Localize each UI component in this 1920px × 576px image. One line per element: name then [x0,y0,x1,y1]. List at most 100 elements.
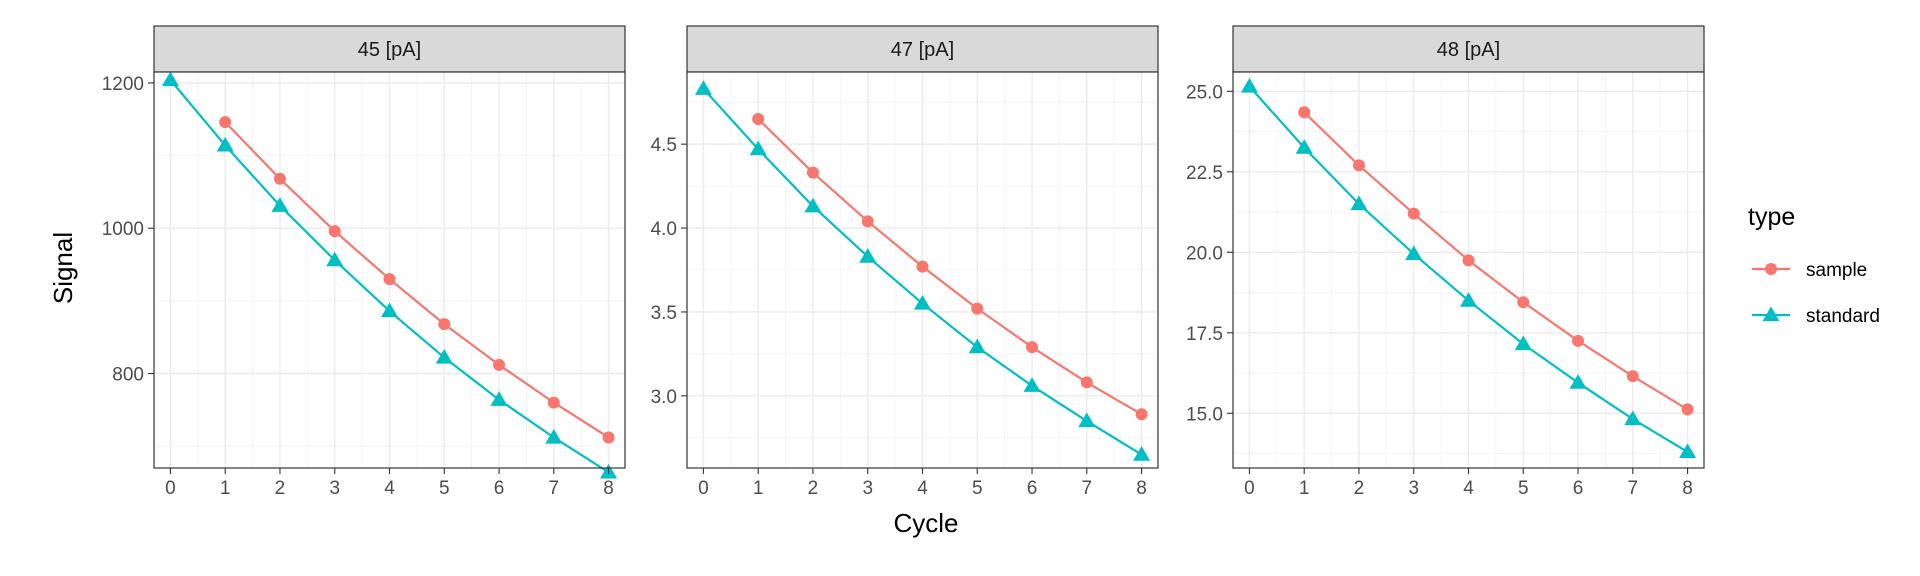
y-tick-label: 15.0 [1186,404,1223,425]
x-tick-label: 8 [603,478,614,499]
y-tick-label: 3.0 [651,387,677,408]
x-tick-label: 8 [1682,478,1693,499]
data-point-sample [1626,370,1639,383]
y-tick-label: 25.0 [1186,82,1223,103]
data-point-sample [1080,376,1093,389]
series-standard [1240,77,1697,459]
data-point-sample [1462,254,1475,267]
data-point-standard [1078,412,1096,428]
data-point-standard [1460,292,1477,307]
x-tick-label: 1 [753,478,764,499]
x-tick-label: 0 [698,478,709,499]
data-point-standard [271,197,289,212]
x-tick-label: 4 [917,478,928,499]
data-point-sample [438,318,451,331]
data-point-sample [1352,159,1365,172]
legend-items: sample standard [1752,260,1880,327]
data-point-standard [1624,410,1642,426]
data-point-standard [1350,195,1368,211]
data-point-sample [1026,341,1039,354]
gridlines [687,72,1158,468]
data-point-standard [216,136,234,152]
x-tick-label: 5 [439,478,450,499]
data-point-sample [971,302,984,315]
y-tick-label: 17.5 [1186,324,1223,345]
x-tick-label: 5 [1518,478,1529,499]
data-point-standard [490,391,508,406]
data-point-sample [1517,296,1530,309]
series-line-sample [757,118,1143,416]
legend-item-standard: standard [1752,306,1880,327]
data-point-standard [1514,335,1532,351]
series-line-sample [1303,111,1689,411]
data-point-sample [547,396,560,409]
legend-label: standard [1806,306,1880,327]
x-tick-label: 1 [220,478,231,499]
panel-2: 47 [pA] 0 1 2 3 4 5 6 7 8 3.0 3.5 4.0 4.5 [651,25,1159,499]
x-tick-label: 7 [1628,478,1639,499]
x-tick-label: 3 [1408,478,1419,499]
series-standard [694,80,1151,461]
facet-strip-label: 47 [pA] [891,39,954,61]
data-point-sample [383,273,396,286]
series-sample [1298,106,1694,416]
facet-strip [686,25,1159,73]
x-tick-label: 6 [1027,478,1038,499]
gridlines [1233,72,1704,468]
data-point-sample [806,166,819,179]
x-tick-label: 4 [384,478,395,499]
data-point-standard [859,248,877,263]
y-tick-label: 4.0 [651,219,677,240]
data-point-standard [326,251,344,267]
panel-3: 48 [pA] 0 1 2 3 4 5 6 7 8 15.0 17.5 20.0 22.5 25.0 [1186,25,1705,499]
facet-strip-label: 48 [pA] [1437,39,1500,61]
data-point-standard [435,349,453,364]
data-point-standard [1133,446,1151,461]
facet-strip [153,25,626,73]
data-point-standard [804,197,822,213]
y-tick-label: 22.5 [1186,163,1223,184]
series-line-sample [224,121,610,439]
y-tick-label: 20.0 [1186,243,1223,264]
data-point-sample [1572,334,1585,347]
gridlines [154,72,625,468]
y-tick-label: 3.5 [651,303,677,324]
data-point-standard [161,71,179,87]
x-tick-label: 2 [1354,478,1365,499]
y-tick-label: 1200 [102,74,144,95]
series-sample [219,116,615,444]
data-point-sample [752,112,765,125]
data-point-standard [749,140,767,156]
data-point-sample [328,225,341,238]
data-point-standard [1023,377,1041,392]
facet-strip [1232,25,1705,73]
x-tick-label: 6 [494,478,505,499]
x-tick-label: 3 [329,478,340,499]
x-tick-label: 4 [1463,478,1474,499]
data-point-standard [381,302,398,318]
data-point-standard [1405,245,1423,261]
data-point-standard [968,338,986,354]
legend-title: type [1748,203,1795,231]
x-tick-label: 5 [972,478,983,499]
data-point-sample [916,260,929,273]
data-point-sample [1681,403,1694,416]
data-point-sample [1298,106,1311,119]
x-tick-label: 0 [165,478,176,499]
x-tick-label: 8 [1136,478,1147,499]
data-point-standard [1569,374,1587,389]
y-axis-title: Signal [48,232,78,304]
data-point-standard [545,428,563,444]
data-point-sample [861,215,874,228]
data-point-sample [1135,408,1148,421]
legend-label: sample [1806,260,1867,281]
x-axis-title: Cycle [893,508,958,538]
x-tick-label: 2 [808,478,819,499]
legend: type sample standard [1748,203,1880,327]
x-tick-label: 7 [1082,478,1093,499]
data-point-sample [1407,207,1420,220]
data-point-standard [694,80,712,95]
legend-item-sample: sample [1752,260,1867,281]
data-point-standard [1295,139,1313,154]
